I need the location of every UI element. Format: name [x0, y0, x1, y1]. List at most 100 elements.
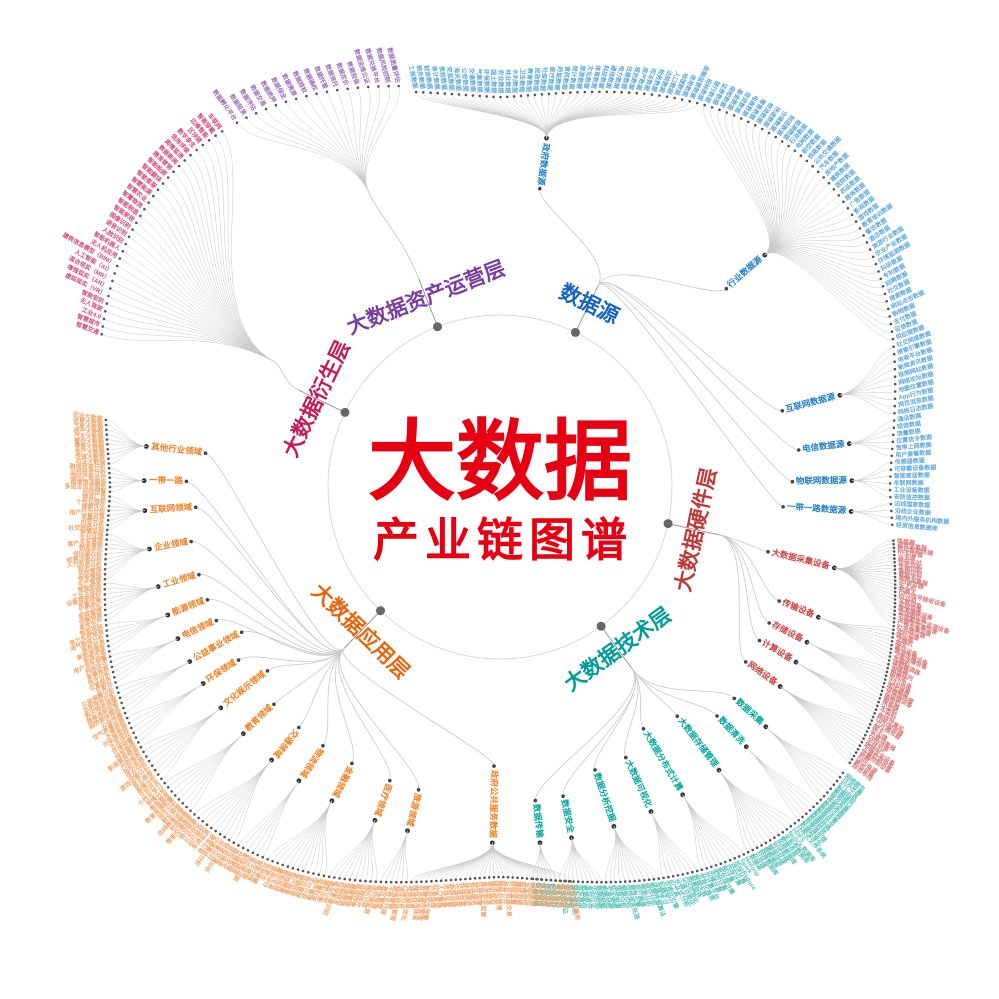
leaf-dot [725, 111, 729, 114]
leaf-dot [114, 681, 117, 684]
leaf-dot [569, 91, 572, 94]
child-node-inner-dot [265, 669, 270, 673]
leaf-dot [811, 164, 814, 168]
leaf-dot [103, 593, 107, 596]
child-label: 数据采集 [734, 696, 766, 727]
leaf-dot [619, 880, 622, 884]
child-node-inner-dot [236, 658, 241, 662]
child-label: 公益事业领域 [191, 629, 241, 663]
leaf-dot [161, 182, 165, 185]
edge [258, 780, 300, 854]
leaf-dot [156, 188, 160, 191]
leaf-dot [294, 97, 298, 101]
leaf-dot [415, 880, 418, 884]
edge [839, 346, 893, 396]
child-label: 传输设备 [780, 597, 817, 620]
leaf-dot [103, 583, 107, 586]
leaf-dot [105, 438, 109, 441]
leaf-dot [890, 454, 894, 458]
child-node-inner-dot [321, 744, 325, 748]
leaf-dot [366, 85, 370, 89]
leaf-dot [882, 682, 886, 685]
edge [839, 394, 894, 414]
leaf-dot [881, 685, 885, 689]
edge [113, 281, 275, 363]
child-node-dot [804, 639, 810, 645]
child-node-dot [569, 835, 574, 841]
child-label: 一带一路 [149, 475, 184, 486]
leaf-dot [443, 92, 447, 95]
leaf-dot [519, 94, 523, 98]
edge [571, 837, 588, 881]
leaf-dot [554, 92, 558, 95]
leaf-dot [193, 813, 196, 816]
edge [115, 273, 275, 363]
leaf-dot [812, 805, 815, 809]
leaf-dot [889, 322, 893, 326]
leaf-label: 审计数据 [430, 65, 442, 90]
branch-node-dot [596, 621, 606, 631]
leaf-label: 精准广告 [82, 492, 106, 501]
leaf-dot [864, 733, 867, 737]
leaf-dot [103, 577, 107, 581]
leaf-dot [142, 750, 145, 754]
child-label: 数据分析挖掘 [592, 771, 618, 823]
edge [703, 106, 770, 256]
leaf-dot [850, 758, 854, 761]
edge [597, 282, 793, 483]
leaf-dot [549, 878, 553, 882]
leaf-dot [547, 92, 551, 96]
edge [563, 837, 573, 880]
leaf-dot [111, 279, 114, 283]
leaf-label: 流量数据 [896, 427, 921, 438]
edge [198, 574, 345, 654]
leaf-dot [846, 206, 850, 210]
edge [308, 800, 333, 872]
edge [718, 770, 761, 845]
leaf-dot [104, 310, 107, 313]
edge [834, 540, 892, 569]
leaf-dot [657, 877, 660, 880]
edge [111, 480, 145, 488]
leaf-dot [205, 823, 209, 826]
leaf-dot [691, 870, 694, 874]
leaf-dot [892, 352, 896, 356]
leaf-dot [889, 475, 892, 478]
leaf-dot [464, 93, 468, 97]
leaf-dot [410, 880, 413, 884]
leaf-dot [893, 404, 897, 408]
edge [185, 161, 275, 363]
edge [818, 616, 890, 653]
leaf-dot [755, 846, 759, 849]
edge [317, 94, 370, 193]
leaf-dot [160, 777, 163, 781]
leaf-dot [850, 213, 854, 217]
child-node-dot [680, 792, 686, 798]
leaf-label: 社交网络分析 [67, 521, 105, 533]
edge [682, 794, 730, 860]
leaf-dot [867, 726, 870, 730]
leaf-dot [627, 91, 631, 94]
leaf-dot [598, 90, 601, 94]
leaf-dot [893, 613, 896, 616]
edge [238, 647, 345, 662]
branch-label: 大数据硬件层 [672, 466, 721, 594]
edge [650, 811, 673, 876]
leaf-label: 短信数据 [897, 419, 922, 431]
edge [103, 334, 275, 363]
edge [111, 477, 145, 481]
leaf-dot [131, 228, 134, 231]
edge [851, 462, 890, 481]
leaf-dot [816, 170, 820, 173]
child-node-inner-dot [197, 572, 201, 577]
edge [597, 282, 783, 412]
edge [154, 196, 275, 363]
child-label: 网络设备 [746, 659, 780, 687]
edge [365, 820, 376, 880]
leaf-dot [100, 332, 104, 336]
edge [764, 196, 838, 256]
child-label: 企业领域 [152, 536, 189, 552]
leaf-dot [887, 659, 891, 662]
leaf-dot [893, 397, 897, 401]
child-node-inner-dot [193, 505, 198, 510]
